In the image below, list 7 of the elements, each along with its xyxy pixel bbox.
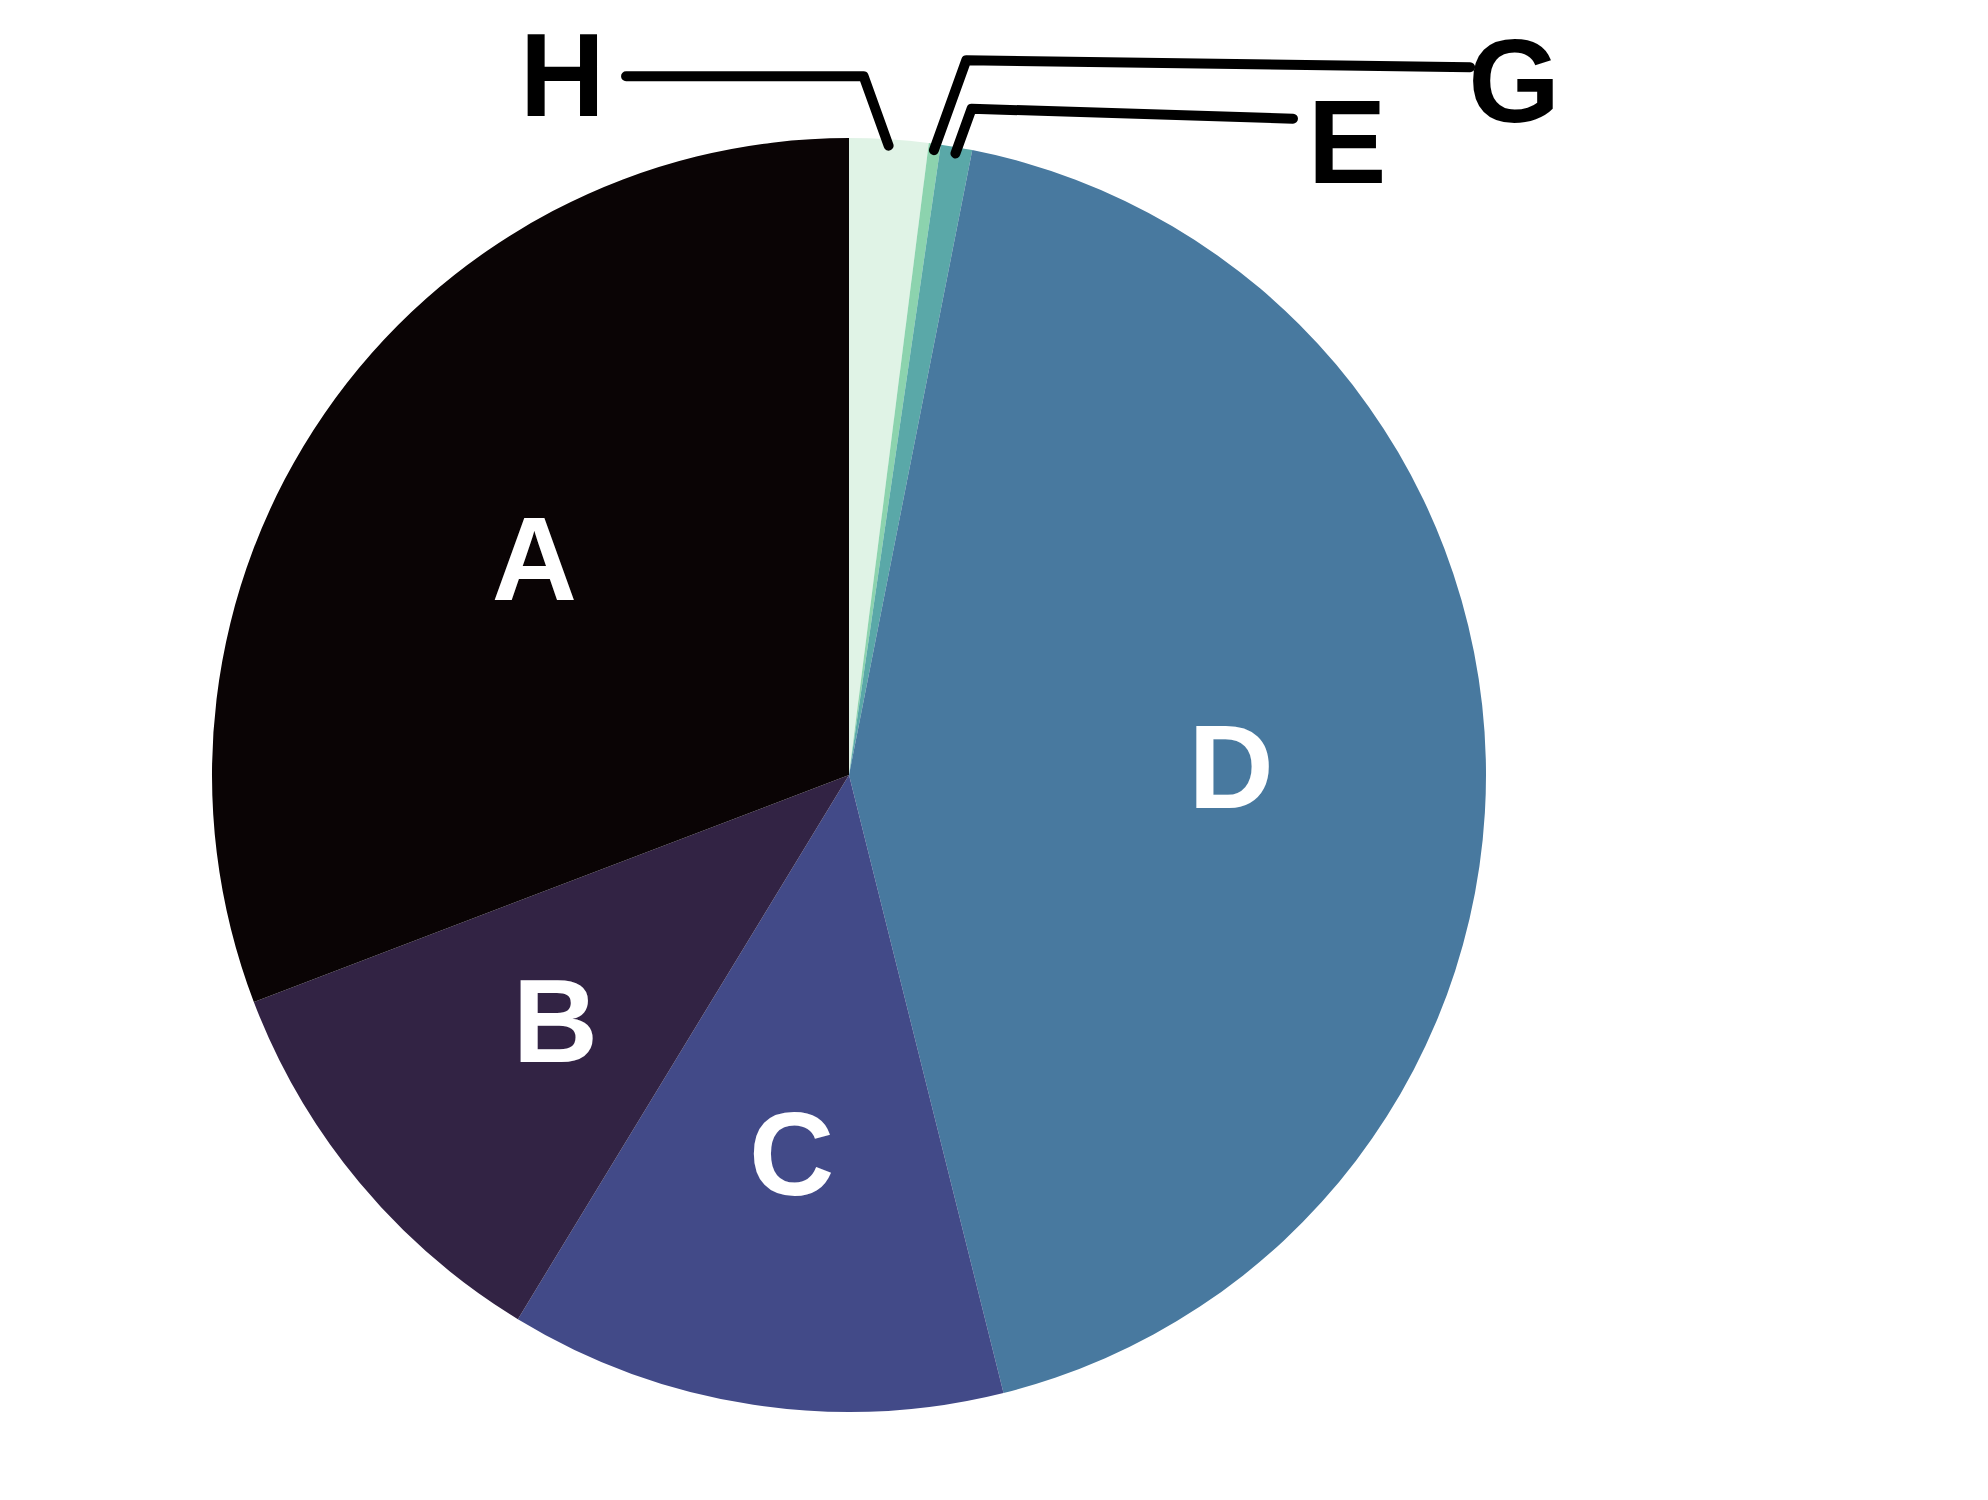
slice-label: C [748, 1088, 835, 1221]
slice-label: E [1307, 75, 1387, 208]
slice-label: G [1468, 14, 1560, 147]
slice-label: H [519, 9, 605, 142]
slice-label: A [491, 493, 577, 626]
slice-label: B [512, 954, 598, 1087]
slice-label: D [1188, 700, 1274, 833]
